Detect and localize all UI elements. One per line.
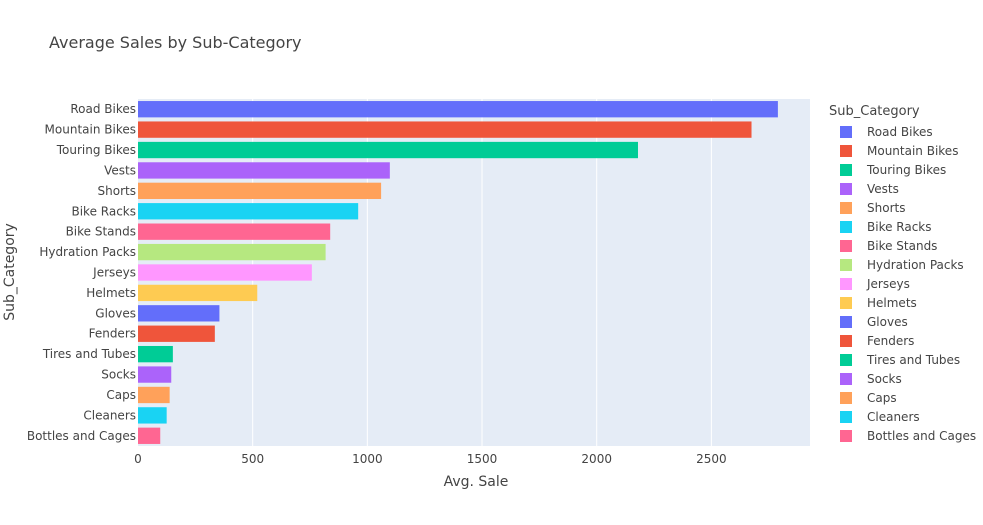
y-tick-label: Helmets: [86, 286, 136, 300]
legend-item-label: Bike Racks: [867, 220, 932, 234]
x-tick-label: 1500: [467, 452, 498, 466]
legend-title: Sub_Category: [829, 104, 920, 119]
x-tick-label: 500: [241, 452, 264, 466]
legend-item-label: Jerseys: [866, 277, 910, 291]
bar: [138, 101, 778, 118]
y-tick-label: Mountain Bikes: [45, 123, 136, 137]
bar: [138, 243, 326, 261]
legend-swatch: [840, 411, 852, 423]
legend-item-label: Hydration Packs: [867, 258, 964, 272]
bar: [138, 427, 161, 444]
bar: [138, 182, 382, 200]
x-tick-labels: 0 500 1000 1500 2000 2500: [134, 452, 726, 466]
bar: [138, 264, 312, 281]
bar: [138, 305, 220, 322]
legend-swatch: [840, 164, 852, 176]
legend-item-label: Touring Bikes: [866, 163, 946, 177]
y-tick-label: Hydration Packs: [39, 245, 136, 259]
legend-swatch: [840, 259, 852, 271]
y-tick-label: Touring Bikes: [56, 143, 136, 157]
legend-swatch: [840, 126, 852, 138]
legend-item-label: Cleaners: [867, 410, 920, 424]
legend-item-label: Vests: [867, 182, 899, 196]
legend-swatch: [840, 202, 852, 214]
bar: [138, 366, 172, 383]
legend-swatch: [840, 373, 852, 385]
y-tick-label: Cleaners: [83, 408, 136, 422]
legend-item-label: Fenders: [867, 334, 914, 348]
bar: [138, 284, 258, 302]
legend-item-label: Gloves: [867, 315, 908, 329]
bar: [138, 325, 215, 342]
legend-swatch: [840, 278, 852, 290]
y-tick-label: Jerseys: [92, 266, 136, 280]
bars-group: [138, 101, 778, 444]
y-axis-title: Sub_Category: [2, 223, 18, 321]
legend: Road Bikes Mountain Bikes Touring Bikes Ves…: [840, 125, 976, 443]
x-tick-label: 2500: [696, 452, 727, 466]
bar: [138, 203, 359, 220]
legend-swatch: [840, 354, 852, 366]
legend-item-label: Tires and Tubes: [866, 353, 960, 367]
y-tick-label: Tires and Tubes: [42, 347, 136, 361]
legend-item-label: Socks: [867, 372, 902, 386]
legend-swatch: [840, 240, 852, 252]
y-tick-label: Bike Racks: [71, 204, 136, 218]
legend-item-label: Bottles and Cages: [867, 429, 976, 443]
y-tick-label: Road Bikes: [70, 102, 136, 116]
x-tick-label: 0: [134, 452, 142, 466]
legend-item-label: Road Bikes: [867, 125, 933, 139]
bar: [138, 345, 173, 363]
legend-item-label: Bike Stands: [867, 239, 937, 253]
legend-swatch: [840, 297, 852, 309]
y-tick-label: Bottles and Cages: [27, 429, 136, 443]
y-tick-label: Caps: [106, 388, 136, 402]
legend-item-label: Caps: [867, 391, 897, 405]
bar: [138, 121, 752, 138]
legend-swatch: [840, 145, 852, 157]
chart-title: Average Sales by Sub-Category: [49, 33, 302, 52]
y-tick-labels: Road Bikes Mountain Bikes Touring Bikes Ves…: [27, 102, 136, 443]
y-tick-label: Fenders: [89, 327, 136, 341]
legend-swatch: [840, 316, 852, 328]
legend-item-label: Shorts: [867, 201, 905, 215]
legend-swatch: [840, 430, 852, 442]
bar: [138, 407, 167, 424]
bar: [138, 386, 170, 404]
x-tick-label: 2000: [581, 452, 612, 466]
bar: [138, 223, 331, 240]
legend-swatch: [840, 221, 852, 233]
bar: [138, 141, 638, 159]
y-tick-label: Socks: [101, 368, 136, 382]
legend-item-label: Helmets: [867, 296, 917, 310]
y-tick-label: Bike Stands: [66, 225, 136, 239]
bar: [138, 162, 390, 179]
legend-swatch: [840, 183, 852, 195]
y-tick-label: Shorts: [98, 184, 136, 198]
legend-swatch: [840, 392, 852, 404]
y-tick-label: Vests: [104, 163, 136, 177]
legend-swatch: [840, 335, 852, 347]
y-tick-label: Gloves: [95, 306, 136, 320]
legend-item-label: Mountain Bikes: [867, 144, 958, 158]
x-axis-title: Avg. Sale: [444, 474, 509, 490]
x-tick-label: 1000: [352, 452, 383, 466]
